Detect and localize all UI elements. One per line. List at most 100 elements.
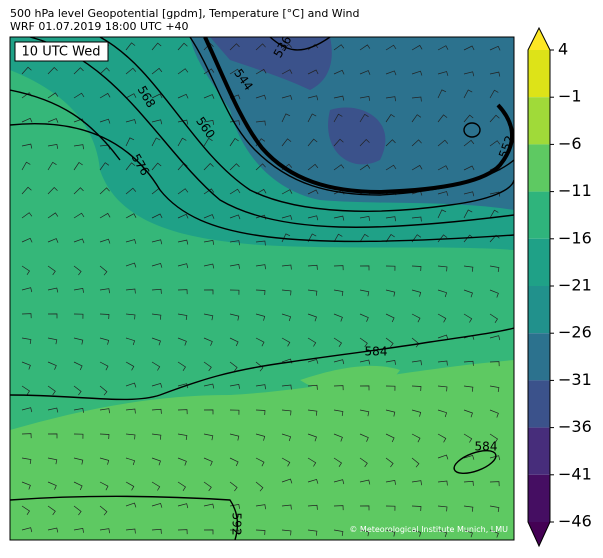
wind-barb xyxy=(125,408,136,414)
wind-barb xyxy=(177,68,189,75)
wind-barb xyxy=(203,239,215,245)
wind-barb xyxy=(463,45,475,51)
temperature-field xyxy=(10,360,514,540)
colorbar-tick-label: −11 xyxy=(558,181,592,200)
wind-barb xyxy=(437,191,449,196)
colorbar-segment xyxy=(528,238,550,286)
wind-barb xyxy=(281,433,292,442)
wind-barb xyxy=(359,139,370,147)
wind-barb xyxy=(411,529,422,537)
wind-barb xyxy=(385,265,396,271)
wind-barb xyxy=(73,313,84,319)
wind-barb xyxy=(73,287,84,293)
wind-barb xyxy=(203,409,214,415)
wind-barb xyxy=(203,43,214,51)
wind-barb xyxy=(151,162,162,171)
wind-barb xyxy=(229,361,238,372)
wind-barb xyxy=(203,457,213,466)
wind-barb xyxy=(463,454,475,460)
wind-barb xyxy=(177,93,189,99)
temperature-field xyxy=(210,37,386,165)
wind-barb xyxy=(307,215,319,221)
wind-barb xyxy=(47,265,56,276)
wind-barb xyxy=(281,457,291,467)
wind-barb xyxy=(333,265,344,271)
wind-barb xyxy=(125,213,137,219)
wind-barb xyxy=(333,164,345,171)
time-label-box xyxy=(14,41,109,62)
wind-barb xyxy=(359,433,369,442)
colorbar-tick-label: −6 xyxy=(558,134,582,153)
wind-barb xyxy=(21,527,33,533)
wind-barb xyxy=(21,143,33,149)
wind-barb xyxy=(125,382,137,388)
wind-barb xyxy=(489,71,501,77)
wind-barb xyxy=(255,163,266,171)
wind-barb xyxy=(151,262,163,268)
wind-barb xyxy=(385,70,397,76)
wind-barb xyxy=(333,233,343,243)
wind-barb xyxy=(99,481,109,491)
wind-barb xyxy=(47,457,58,465)
contour-line xyxy=(203,37,514,195)
wind-barb xyxy=(151,313,162,320)
wind-barb xyxy=(125,262,137,268)
temperature-field xyxy=(300,365,400,394)
wind-barb xyxy=(177,263,189,269)
wind-barb xyxy=(73,505,82,516)
wind-barb xyxy=(385,234,395,243)
wind-barb xyxy=(125,137,135,147)
contour-label: 592 xyxy=(230,513,244,536)
wind-barb xyxy=(21,385,30,395)
wind-barb xyxy=(463,165,475,171)
wind-barb xyxy=(307,264,318,270)
wind-barb xyxy=(229,263,240,269)
wind-barb xyxy=(99,385,108,396)
wind-barb xyxy=(359,95,371,101)
wind-barb xyxy=(411,96,422,102)
wind-barb xyxy=(281,289,292,296)
wind-barb xyxy=(385,359,396,365)
colorbar-segment xyxy=(528,474,550,522)
wind-barb xyxy=(437,360,448,366)
wind-barb xyxy=(21,505,30,515)
wind-barb xyxy=(359,233,369,243)
wind-barb xyxy=(151,361,161,371)
wind-barb xyxy=(359,265,370,271)
wind-barb xyxy=(125,288,136,294)
wind-barb xyxy=(437,165,449,171)
wind-barb xyxy=(47,118,59,123)
wind-barb xyxy=(99,118,111,124)
contour-label: 552 xyxy=(496,134,517,160)
wind-barb xyxy=(255,481,264,492)
wind-barb xyxy=(385,505,396,511)
wind-barb xyxy=(21,337,32,344)
wind-barb xyxy=(255,94,267,100)
wind-barb xyxy=(99,408,110,414)
wind-barb xyxy=(125,337,136,346)
wind-barb xyxy=(177,529,188,535)
wind-barb xyxy=(359,313,369,322)
wind-barb xyxy=(99,212,111,219)
wind-barb xyxy=(359,385,370,391)
wind-barb xyxy=(281,43,293,51)
wind-barb xyxy=(99,238,111,244)
wind-barb xyxy=(99,288,110,294)
colorbar-tick-label: −1 xyxy=(558,87,582,106)
wind-barb xyxy=(21,161,31,171)
colorbar-segment xyxy=(528,333,550,381)
wind-barb xyxy=(307,478,319,484)
wind-barb xyxy=(385,433,395,443)
wind-barb xyxy=(307,358,319,364)
wind-barb xyxy=(151,42,162,51)
wind-barb xyxy=(125,528,136,534)
wind-barb xyxy=(307,138,318,147)
wind-barb xyxy=(437,89,447,99)
wind-barb xyxy=(177,361,186,371)
wind-barb xyxy=(333,505,344,511)
wind-barb xyxy=(151,382,163,388)
colorbar-segment xyxy=(528,97,550,145)
wind-barb xyxy=(489,433,498,443)
wind-barb xyxy=(229,188,241,195)
wind-barb xyxy=(125,119,137,124)
